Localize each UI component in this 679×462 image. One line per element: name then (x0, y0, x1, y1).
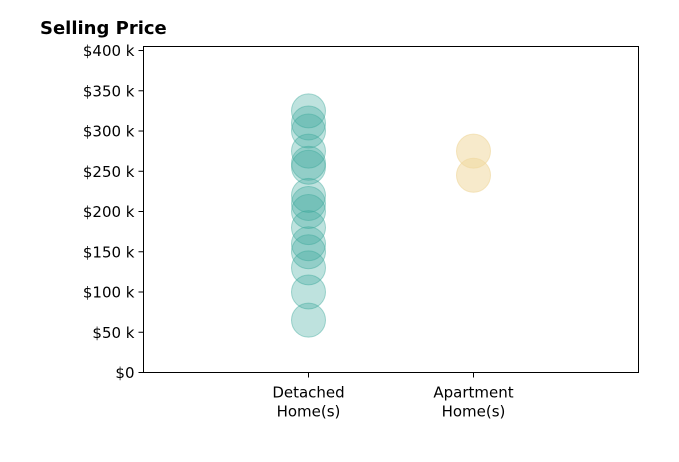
scatter-point (291, 133, 326, 169)
scatter-point (291, 210, 326, 246)
scatter-point (456, 133, 491, 169)
scatter-point (291, 185, 326, 221)
y-tick-label: $100 k (83, 284, 135, 302)
scatter-point (291, 145, 326, 181)
scatter-point (291, 234, 326, 270)
x-tick-label: Home(s) (442, 403, 506, 421)
scatter-point (291, 250, 326, 286)
y-tick-label: $150 k (83, 243, 135, 261)
scatter-point (291, 105, 326, 141)
plot-area-frame (143, 46, 639, 373)
chart-title: Selling Price (40, 18, 167, 39)
x-tick-label: Home(s) (277, 403, 341, 421)
x-tick-label: Detached (272, 384, 344, 402)
y-tick-label: $400 k (83, 42, 135, 60)
y-tick-label: $0 (115, 364, 134, 382)
y-tick-label: $50 k (92, 324, 134, 342)
y-tick-label: $350 k (83, 82, 135, 100)
data-points (291, 93, 491, 338)
scatter-point (291, 302, 326, 338)
scatter-point (291, 149, 326, 185)
scatter-point (291, 177, 326, 213)
y-tick-label: $300 k (83, 123, 135, 141)
scatter-point (291, 194, 326, 230)
y-tick-label: $200 k (83, 203, 135, 221)
scatter-point (291, 274, 326, 310)
y-axis: $0 $50 k $100 k $150 k $200 k $250 k $300 k $35… (83, 42, 144, 382)
y-tick-label: $250 k (83, 163, 135, 181)
scatter-point (291, 93, 326, 129)
x-tick-label: Apartment (433, 384, 513, 402)
scatter-point (291, 226, 326, 262)
scatter-point (291, 113, 326, 149)
